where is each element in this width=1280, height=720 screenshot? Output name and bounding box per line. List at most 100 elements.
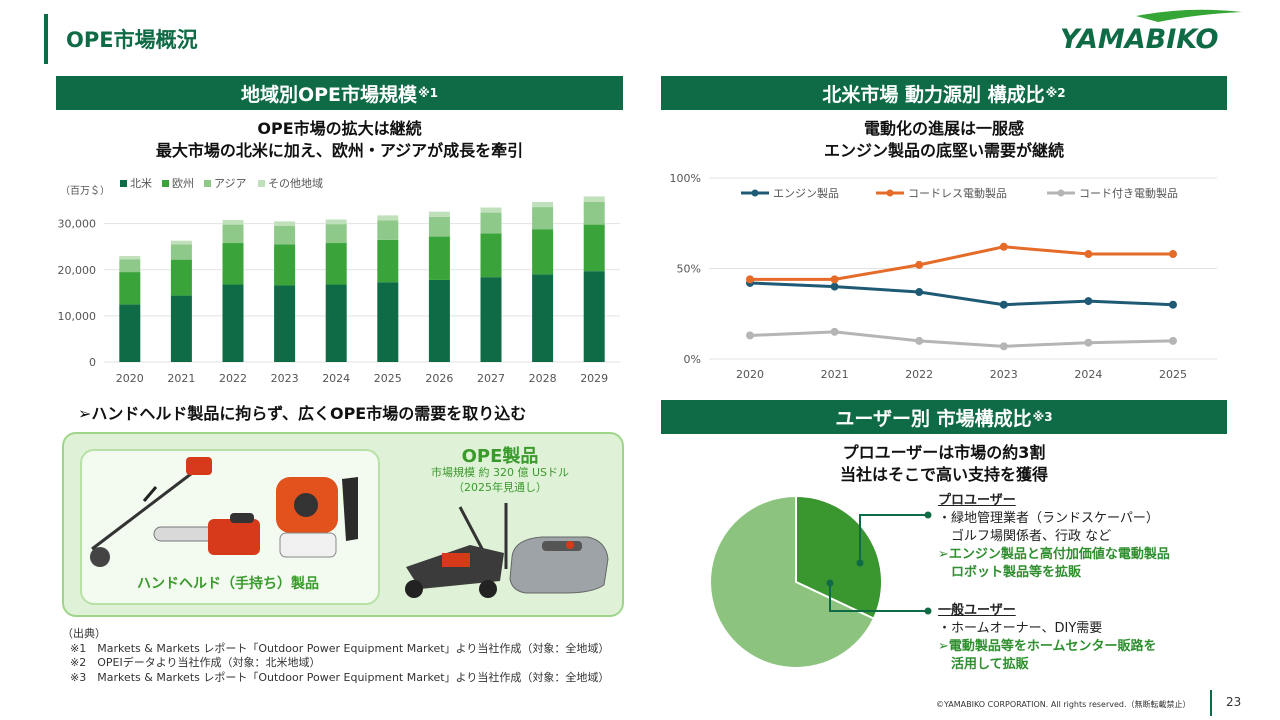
- legend-label: エンジン製品: [773, 186, 839, 200]
- x-tick-label: 2020: [736, 368, 764, 381]
- sources-block: （出典） ※1 Markets & Markets レポート「Outdoor P…: [62, 627, 609, 685]
- pro-user-block: プロユーザー ・緑地管理業者（ランドスケーパー） ゴルフ場関係者、行政 など ➢…: [938, 492, 1170, 582]
- source-line-2: ※2 OPEIデータより当社作成（対象：北米地域）: [70, 656, 321, 669]
- x-tick-label: 2020: [116, 372, 144, 385]
- data-point: [746, 331, 754, 340]
- bar-segment: [480, 277, 502, 362]
- headline-line-2: 当社はそこで高い支持を獲得: [839, 465, 1048, 484]
- x-tick-label: 2021: [167, 372, 195, 385]
- data-point: [1169, 336, 1177, 345]
- bar-segment: [325, 243, 347, 285]
- data-point: [830, 282, 839, 291]
- legend-swatch: [258, 180, 265, 187]
- bar-segment: [480, 212, 502, 234]
- bar-segment: [170, 244, 192, 260]
- pro-user-strategy-2: ロボット製品等を拡販: [938, 565, 1082, 580]
- pro-user-item-1: ・緑地管理業者（ランドスケーパー）: [938, 511, 1159, 526]
- bar-segment: [274, 244, 296, 286]
- y-tick-label: 10,000: [58, 310, 97, 323]
- data-point: [915, 336, 924, 345]
- x-tick-label: 2021: [821, 368, 849, 381]
- bar-segment: [119, 304, 141, 362]
- legend-swatch: [162, 180, 169, 187]
- x-tick-label: 2025: [374, 372, 402, 385]
- data-point: [1169, 250, 1177, 259]
- regional-market-bar-chart: （百万＄） 0 10,000 20,000 30,000 北米 欧州 アジア その他地域 202…: [58, 177, 620, 385]
- bar-segment: [583, 271, 605, 362]
- headline-line-1: プロユーザーは市場の約3割: [842, 443, 1046, 462]
- legend-label: 北米: [130, 177, 152, 190]
- user-segment-header: ユーザー別 市場構成比 ※3: [661, 400, 1227, 434]
- bar-segment: [222, 224, 244, 244]
- data-point: [1169, 300, 1177, 309]
- legend-label: アジア: [214, 177, 247, 190]
- page-number: 23: [1226, 695, 1242, 709]
- legend-marker: [886, 189, 894, 197]
- x-tick-label: 2022: [905, 368, 933, 381]
- bar-segment: [532, 274, 554, 362]
- data-point: [999, 342, 1008, 351]
- bar-segment: [222, 219, 244, 225]
- bar-segment: [428, 279, 450, 362]
- bar-segment: [325, 224, 347, 244]
- pro-user-title: プロユーザー: [938, 493, 1016, 508]
- y-tick-label: 30,000: [58, 218, 97, 231]
- x-tick-label: 2029: [580, 372, 608, 385]
- chainsaw-image: [153, 513, 260, 555]
- bar-segment: [583, 224, 605, 272]
- bar-segment: [532, 207, 554, 230]
- legend-swatch: [120, 180, 127, 187]
- copyright-notice: ©YAMABIKO CORPORATION. All rights reserv…: [936, 700, 1191, 709]
- y-tick-label: 0: [89, 356, 96, 369]
- x-tick-label: 2024: [1074, 368, 1102, 381]
- ope-market-size-line-2: （2025年見通し）: [453, 481, 547, 494]
- headline-line-1: OPE市場の拡大は継続: [257, 119, 422, 138]
- svg-text:YAMABIKO: YAMABIKO: [1060, 24, 1218, 55]
- header-note: ※2: [1045, 86, 1066, 100]
- ope-products-title: OPE製品: [461, 446, 539, 467]
- bar-segment: [428, 236, 450, 280]
- bar-segment: [119, 255, 141, 260]
- x-tick-label: 2022: [219, 372, 247, 385]
- headline-line-1: 電動化の進展は一服感: [863, 119, 1024, 138]
- data-point: [1084, 250, 1093, 259]
- product-illustrations: [90, 457, 609, 598]
- legend-label: その他地域: [268, 177, 323, 190]
- trimmer-image: [90, 457, 212, 567]
- bar-segment: [119, 272, 141, 305]
- bar-segment: [480, 233, 502, 278]
- ope-market-size: 市場規模 約 320 億 USドル （2025年見通し）: [400, 465, 600, 495]
- source-line-1: ※1 Markets & Markets レポート「Outdoor Power …: [70, 641, 610, 655]
- x-tick-label: 2025: [1159, 368, 1187, 381]
- bar-segment: [274, 285, 296, 362]
- handheld-catchphrase: ➢ハンドヘルド製品に拘らず、広くOPE市場の需要を取り込む: [78, 404, 527, 423]
- sources-heading: （出典）: [62, 627, 106, 640]
- general-user-strategy-2: 活用して拡販: [938, 657, 1029, 672]
- pie-callout-lines: [826, 511, 932, 615]
- bar-segment: [428, 216, 450, 237]
- header-label: ユーザー別 市場構成比: [835, 407, 1032, 430]
- unit-label: （百万＄）: [60, 185, 110, 197]
- bar-segment: [119, 259, 141, 273]
- data-point: [999, 242, 1008, 251]
- data-point: [915, 288, 924, 297]
- header-label: 地域別OPE市場規模: [240, 83, 418, 106]
- user-segment-headline: プロユーザーは市場の約3割 当社はそこで高い支持を獲得: [661, 442, 1227, 486]
- y-tick-label: 100%: [670, 172, 701, 185]
- headline-line-2: エンジン製品の底堅い需要が継続: [823, 141, 1064, 160]
- bar-segment: [222, 284, 244, 362]
- bar-segment: [377, 239, 399, 283]
- data-point: [1084, 338, 1093, 347]
- bar-segment: [532, 229, 554, 275]
- series-line: [749, 281, 1174, 307]
- series-line: [750, 245, 1173, 281]
- headline-line-2: 最大市場の北米に加え、欧州・アジアが成長を牽引: [155, 141, 524, 160]
- general-user-strategy-1: ➢電動製品等をホームセンター販路を: [938, 639, 1157, 654]
- header-note: ※3: [1032, 410, 1053, 424]
- data-point: [830, 275, 839, 284]
- data-point: [915, 260, 924, 269]
- y-tick-label: 20,000: [58, 264, 97, 277]
- footer-divider: [1210, 690, 1212, 716]
- bar-segment: [325, 284, 347, 362]
- bar-segment: [170, 240, 192, 245]
